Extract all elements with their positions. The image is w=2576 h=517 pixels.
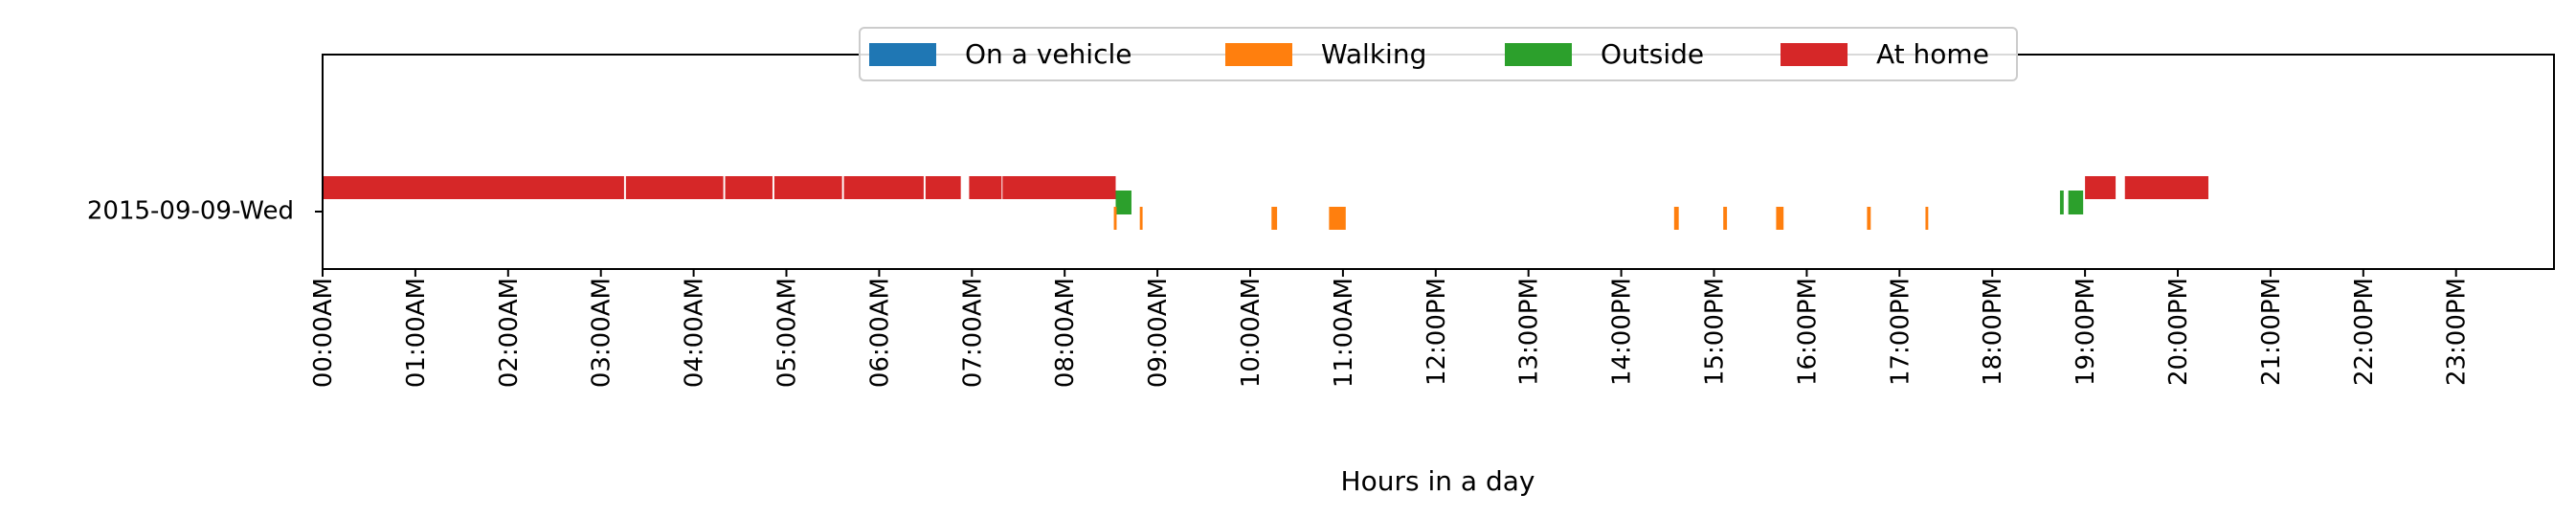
legend-label: At home bbox=[1876, 38, 1989, 70]
legend-label: Walking bbox=[1321, 38, 1426, 70]
bar-at-home bbox=[323, 176, 624, 199]
bar-at-home bbox=[726, 176, 773, 199]
x-tick-label: 17:00PM bbox=[1886, 278, 1915, 386]
x-tick-label: 10:00AM bbox=[1237, 278, 1266, 388]
x-tick-label: 11:00AM bbox=[1330, 278, 1358, 388]
x-tick-label: 20:00PM bbox=[2164, 278, 2193, 386]
x-tick-label: 06:00AM bbox=[865, 278, 894, 388]
legend-swatch bbox=[1505, 43, 1572, 66]
bar-walking bbox=[1776, 207, 1783, 230]
legend-label: On a vehicle bbox=[965, 38, 1131, 70]
bar-outside bbox=[1115, 191, 1131, 214]
x-tick-label: 08:00AM bbox=[1051, 278, 1080, 388]
y-axis: 2015-09-09-Wed bbox=[87, 197, 323, 226]
x-tick-label: 02:00AM bbox=[495, 278, 524, 388]
bar-outside bbox=[2069, 191, 2084, 214]
legend: On a vehicle Walking Outside At home bbox=[860, 28, 2017, 80]
legend-swatch bbox=[1225, 43, 1292, 66]
bar-outside bbox=[2060, 191, 2064, 214]
x-tick-label: 15:00PM bbox=[1701, 278, 1730, 386]
legend-label: Outside bbox=[1601, 38, 1704, 70]
x-axis-label: Hours in a day bbox=[1341, 465, 1535, 497]
bar-at-home bbox=[774, 176, 842, 199]
x-tick-label: 22:00PM bbox=[2350, 278, 2379, 386]
bar-walking bbox=[1329, 207, 1345, 230]
bar-walking bbox=[1140, 207, 1143, 230]
x-tick-label: 13:00PM bbox=[1515, 278, 1544, 386]
bar-at-home bbox=[969, 176, 1001, 199]
bar-walking bbox=[1114, 207, 1117, 230]
bar-walking bbox=[1674, 207, 1679, 230]
legend-swatch bbox=[1781, 43, 1848, 66]
bar-walking bbox=[1867, 207, 1870, 230]
x-tick-label: 16:00PM bbox=[1793, 278, 1822, 386]
bar-walking bbox=[1271, 207, 1277, 230]
bar-at-home bbox=[626, 176, 724, 199]
x-tick-label: 21:00PM bbox=[2257, 278, 2286, 386]
bar-walking bbox=[1925, 207, 1928, 230]
bar-at-home bbox=[2125, 176, 2208, 199]
x-tick-label: 01:00AM bbox=[402, 278, 431, 388]
bar-at-home bbox=[2085, 176, 2116, 199]
x-tick-label: 18:00PM bbox=[1979, 278, 2007, 386]
x-tick-label: 23:00PM bbox=[2443, 278, 2472, 386]
x-tick-label: 09:00AM bbox=[1144, 278, 1173, 388]
x-tick-label: 07:00AM bbox=[958, 278, 987, 388]
x-tick-label: 00:00AM bbox=[309, 278, 338, 388]
x-tick-label: 14:00PM bbox=[1608, 278, 1637, 386]
x-tick-label: 12:00PM bbox=[1422, 278, 1451, 386]
legend-swatch bbox=[869, 43, 936, 66]
x-tick-label: 03:00AM bbox=[588, 278, 616, 388]
x-tick-label: 05:00AM bbox=[773, 278, 802, 388]
y-tick-label: 2015-09-09-Wed bbox=[87, 197, 294, 226]
x-tick-label: 19:00PM bbox=[2072, 278, 2100, 386]
bar-walking bbox=[1723, 207, 1727, 230]
bar-at-home bbox=[1002, 176, 1115, 199]
bar-at-home bbox=[844, 176, 924, 199]
bar-at-home bbox=[926, 176, 961, 199]
x-tick-label: 04:00AM bbox=[681, 278, 709, 388]
